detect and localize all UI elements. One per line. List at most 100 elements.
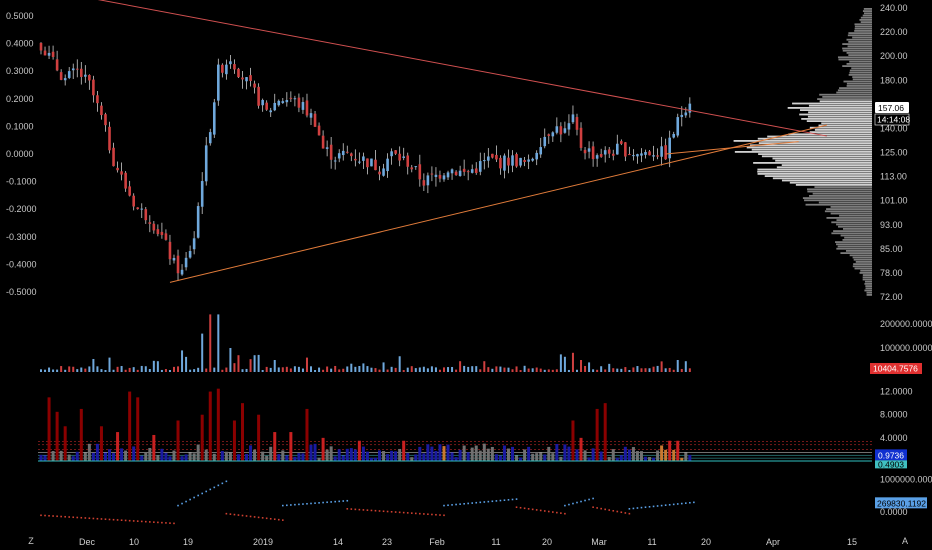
right-axis-tick: 113.00 — [880, 172, 907, 182]
candle-body — [180, 269, 184, 275]
profile-bar — [847, 45, 872, 48]
profile-bar — [826, 208, 872, 210]
candle-body — [664, 145, 667, 160]
profile-bar — [819, 100, 872, 103]
volume-bar — [684, 361, 687, 372]
candle-body — [136, 207, 140, 210]
osc-bar — [103, 452, 107, 461]
volume-bar — [221, 369, 224, 372]
series-point — [96, 517, 99, 520]
volume-bar — [217, 314, 220, 372]
candle-body — [337, 153, 341, 159]
candle-body — [503, 155, 506, 171]
osc-bar — [466, 452, 470, 461]
series-last-label: 269830.1192 — [877, 498, 926, 508]
time-axis-label: Dec — [79, 537, 96, 547]
right-axis-tick: 101.00 — [880, 196, 908, 206]
right-axis-tick: 78.00 — [880, 268, 903, 278]
profile-bar — [862, 278, 872, 281]
candle-body — [523, 160, 526, 163]
volume-bar — [285, 366, 288, 372]
osc-bar — [236, 454, 240, 461]
left-axis-tick: 0.2000 — [6, 94, 34, 104]
osc-bar — [406, 453, 410, 461]
osc-bar — [551, 453, 555, 461]
volume-bar — [72, 366, 75, 372]
series-point — [410, 512, 413, 514]
candle-body — [648, 151, 651, 156]
profile-bar — [854, 23, 872, 26]
profile-bar — [842, 228, 872, 230]
osc-bar — [172, 450, 176, 461]
profile-bar — [865, 285, 872, 287]
candle-body — [237, 68, 240, 78]
series-point — [568, 503, 570, 506]
profile-bar — [809, 126, 872, 129]
time-axis-label: Apr — [766, 537, 780, 547]
volume-bar — [160, 369, 163, 372]
profile-bar — [821, 122, 872, 125]
osc-bar — [51, 451, 55, 461]
osc-bar — [587, 457, 591, 461]
osc-bar — [599, 451, 603, 461]
series-point — [640, 506, 643, 509]
osc-bar — [140, 455, 144, 461]
profile-bar — [842, 239, 872, 241]
volume-bar — [289, 368, 292, 372]
candle-body — [176, 255, 180, 274]
profile-bar — [792, 102, 872, 105]
volume-bar — [640, 368, 643, 372]
candle-body — [483, 160, 486, 162]
candle-body — [563, 128, 567, 133]
profile-bar — [864, 289, 872, 292]
series-point — [515, 498, 518, 500]
osc-bar — [67, 454, 71, 461]
osc-bar — [446, 444, 450, 461]
series-point — [132, 520, 135, 522]
profile-bar — [836, 243, 872, 246]
volume-bar — [281, 367, 284, 372]
series-point — [503, 499, 506, 501]
volume-bar — [527, 368, 530, 372]
osc-bar — [297, 453, 301, 461]
candle-body — [225, 64, 228, 75]
series-point — [338, 500, 341, 503]
volume-bar — [144, 366, 147, 372]
osc-bar — [547, 446, 551, 461]
profile-bar — [852, 76, 872, 78]
candle-body — [672, 133, 676, 138]
volume-bar — [616, 368, 619, 372]
osc-bar — [571, 420, 575, 461]
candle-body — [583, 149, 587, 154]
osc-bar — [55, 411, 59, 461]
candle-body — [418, 164, 422, 180]
profile-bar — [781, 179, 872, 182]
series-point — [600, 507, 602, 510]
profile-bar — [757, 137, 872, 140]
profile-bar — [845, 250, 872, 252]
candle-body — [140, 208, 144, 210]
volume-bar — [366, 366, 369, 372]
osc-bar — [301, 453, 305, 461]
series-point — [439, 514, 441, 516]
series-point — [322, 501, 324, 504]
candle-body — [200, 181, 204, 207]
volume-bar — [370, 367, 373, 372]
osc-bar — [156, 455, 160, 461]
volume-bar — [584, 365, 587, 372]
profile-bar — [838, 225, 872, 228]
profile-bar — [838, 58, 872, 61]
volume-bar — [140, 365, 143, 372]
candle-body — [277, 100, 281, 106]
candle-body — [591, 146, 595, 160]
profile-bar — [767, 135, 872, 138]
candle-body — [172, 257, 176, 261]
series-point — [507, 499, 510, 501]
osc-bar — [228, 452, 232, 461]
osc-bar — [579, 437, 583, 461]
candle-body — [470, 169, 474, 173]
right-axis-tick: 140.00 — [880, 123, 908, 133]
left-axis-tick: 0.5000 — [6, 11, 34, 21]
candle-body — [325, 147, 329, 149]
profile-bar — [864, 283, 872, 285]
